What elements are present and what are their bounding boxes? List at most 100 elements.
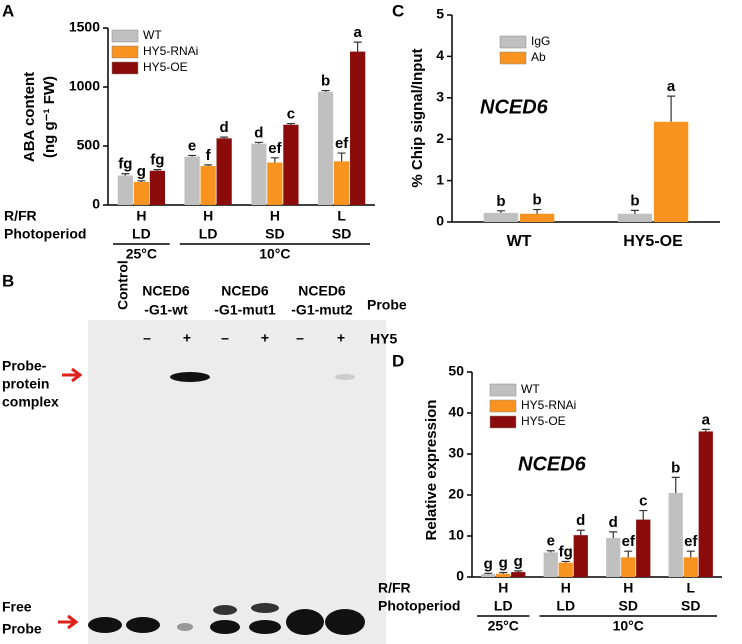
- error-bar: [204, 164, 213, 167]
- group-label: 10°C: [259, 246, 290, 262]
- y-tick-label: 1000: [69, 78, 100, 94]
- significance-letter: d: [609, 514, 618, 531]
- y-tick-label: 0: [436, 213, 444, 229]
- significance-letter: ef: [335, 135, 349, 152]
- y-tick-label: 0: [92, 196, 100, 212]
- bar: [267, 162, 283, 205]
- legend-swatch: [111, 45, 139, 59]
- y-axis-label: (ng g⁻¹ FW): [41, 76, 58, 158]
- y-tick-label: 3: [436, 89, 444, 105]
- lane-sign: +: [337, 330, 345, 346]
- significance-letter: d: [220, 119, 229, 136]
- panel-letter: C: [392, 1, 404, 20]
- y-tick-label: 40: [448, 404, 464, 420]
- bar: [200, 166, 216, 205]
- significance-letter: fg: [150, 152, 164, 169]
- bar: [543, 552, 558, 577]
- significance-letter: b: [496, 193, 505, 210]
- bar: [133, 181, 149, 205]
- y-tick-label: 1500: [69, 19, 100, 35]
- bar: [698, 431, 713, 577]
- error-bar: [353, 41, 362, 52]
- panel-letter: D: [392, 351, 404, 370]
- gel-band: [213, 605, 237, 615]
- gel-band: [88, 617, 122, 633]
- gel-band: [335, 374, 355, 380]
- probe-name: NCED6: [142, 283, 190, 299]
- bar: [573, 535, 588, 577]
- gel-band: [286, 609, 324, 635]
- bar: [283, 124, 299, 205]
- error-bar: [514, 570, 523, 573]
- error-bar: [220, 136, 229, 139]
- lane-sign: –: [221, 330, 229, 346]
- legend-swatch: [499, 51, 527, 65]
- bar: [683, 557, 698, 577]
- gel-band: [325, 609, 365, 635]
- legend-swatch: [489, 399, 517, 413]
- protein-label: HY5: [370, 331, 397, 347]
- y-tick-label: 20: [448, 486, 464, 502]
- x-tick-label: LD: [494, 598, 513, 614]
- legend-swatch: [489, 415, 517, 429]
- x-tick-label: L: [686, 580, 695, 596]
- bar: [334, 161, 350, 205]
- x-tick-label: LD: [132, 226, 151, 242]
- complex-label: complex: [2, 394, 59, 410]
- legend-label: WT: [143, 28, 162, 42]
- y-tick-label: 4: [436, 47, 444, 63]
- legend-swatch: [499, 35, 527, 49]
- y-tick-label: 2: [436, 130, 444, 146]
- y-tick-label: 1: [436, 171, 444, 187]
- error-bar: [671, 476, 680, 493]
- significance-letter: b: [533, 192, 542, 209]
- x-tick-label: H: [270, 208, 280, 224]
- bar: [149, 170, 166, 205]
- gel-band: [251, 603, 279, 613]
- x-tick-label: H: [561, 580, 571, 596]
- gel-band: [170, 372, 210, 382]
- y-axis-label: Relative expression: [423, 400, 440, 541]
- significance-letter: g: [499, 554, 508, 571]
- bar: [668, 492, 683, 577]
- error-bar: [254, 141, 263, 144]
- annotation: NCED6: [518, 453, 587, 475]
- bar: [558, 562, 573, 577]
- legend-label: HY5-RNAi: [521, 398, 576, 412]
- significance-letter: c: [639, 493, 647, 510]
- significance-letter: ef: [684, 533, 698, 550]
- legend-swatch: [111, 61, 139, 75]
- significance-letter: a: [353, 24, 362, 41]
- significance-letter: f: [206, 147, 212, 164]
- error-bar: [270, 157, 279, 163]
- complex-label: protein: [2, 376, 49, 392]
- x-tick-label: WT: [507, 233, 532, 250]
- error-bar: [137, 180, 146, 182]
- error-bar: [153, 169, 162, 171]
- bar: [184, 156, 200, 205]
- legend-swatch: [489, 383, 517, 397]
- error-bar: [667, 95, 676, 122]
- probe-label: Probe: [367, 297, 407, 313]
- significance-letter: g: [484, 555, 493, 572]
- group-label: 25°C: [126, 246, 157, 262]
- error-bar: [286, 122, 295, 125]
- error-bar: [624, 550, 633, 558]
- probe-name: NCED6: [298, 283, 346, 299]
- bar: [251, 143, 267, 205]
- complex-label: Probe-: [2, 358, 47, 374]
- free-probe-label: Probe: [2, 621, 42, 637]
- x-tick-label: H: [136, 208, 146, 224]
- significance-letter: g: [137, 163, 146, 180]
- annotation: NCED6: [480, 96, 549, 118]
- bar: [511, 572, 526, 577]
- lane-sign: +: [261, 330, 269, 346]
- significance-letter: b: [321, 73, 330, 90]
- y-axis-label: % Chip signal/Input: [409, 48, 426, 187]
- group-label: 25°C: [488, 618, 519, 634]
- error-bar: [639, 509, 648, 520]
- gel-control-label: Control: [115, 260, 131, 310]
- x-row-label: R/FR: [378, 580, 411, 596]
- significance-letter: fg: [559, 543, 573, 560]
